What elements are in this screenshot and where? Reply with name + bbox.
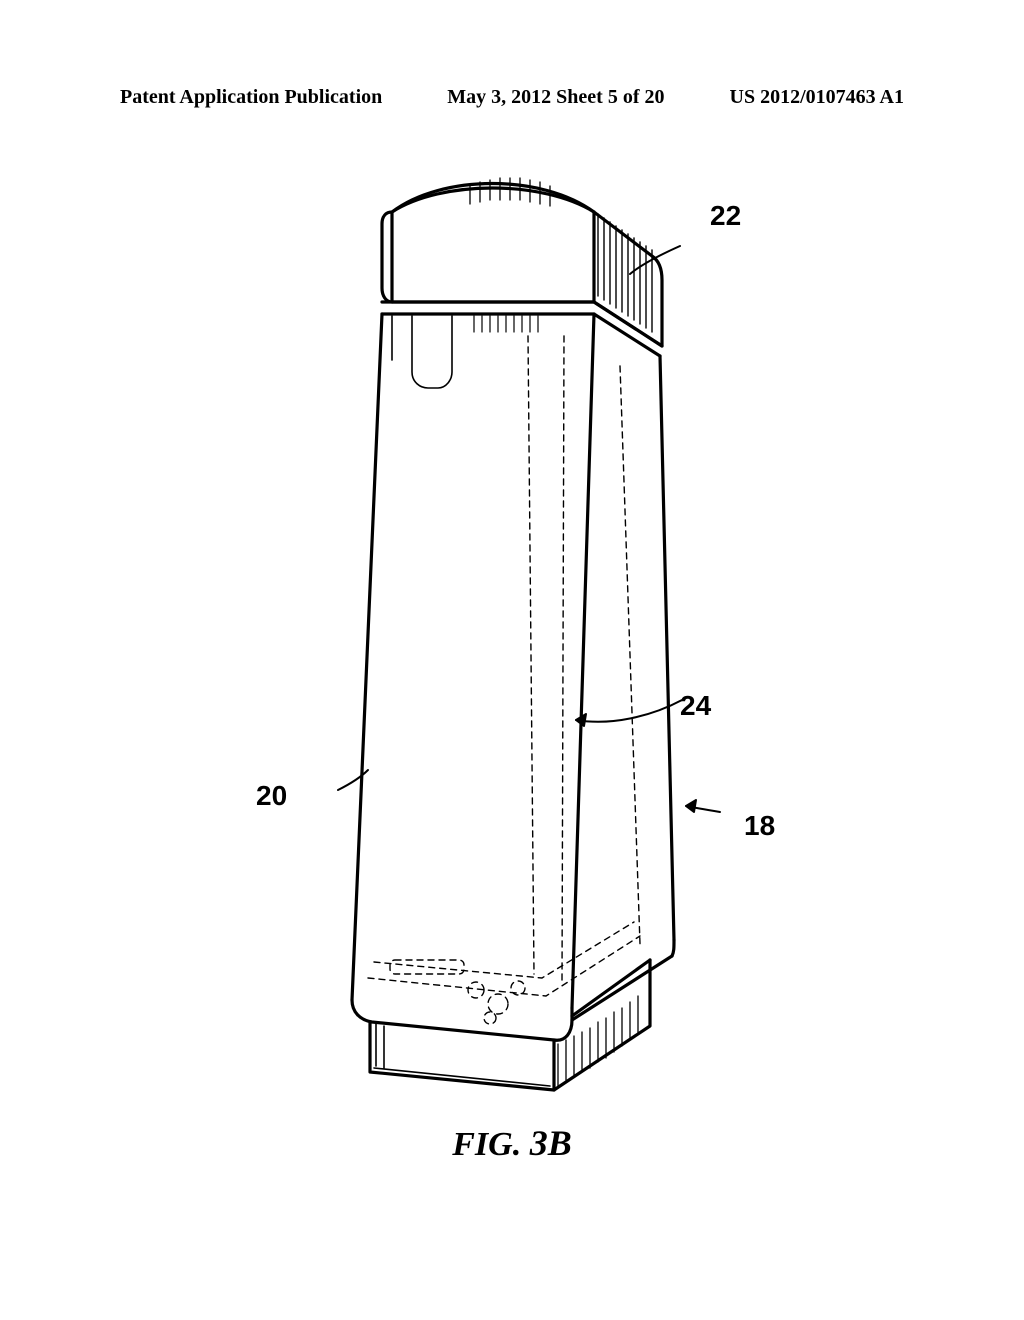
header-right: US 2012/0107463 A1 [730, 86, 904, 109]
figure-label: FIG. 3B [0, 1122, 1024, 1164]
figure-area [0, 160, 1024, 1180]
header-center: May 3, 2012 Sheet 5 of 20 [447, 86, 664, 109]
page: Patent Application Publication May 3, 20… [0, 0, 1024, 1320]
callout-22: 22 [710, 200, 741, 232]
callout-18: 18 [744, 810, 775, 842]
figure-label-number: 3B [530, 1123, 572, 1163]
callout-24: 24 [680, 690, 711, 722]
callout-20: 20 [256, 780, 287, 812]
page-header: Patent Application Publication May 3, 20… [0, 86, 1024, 109]
figure-label-prefix: FIG. [452, 1126, 521, 1163]
patent-drawing [242, 160, 782, 1140]
header-left: Patent Application Publication [120, 86, 382, 109]
